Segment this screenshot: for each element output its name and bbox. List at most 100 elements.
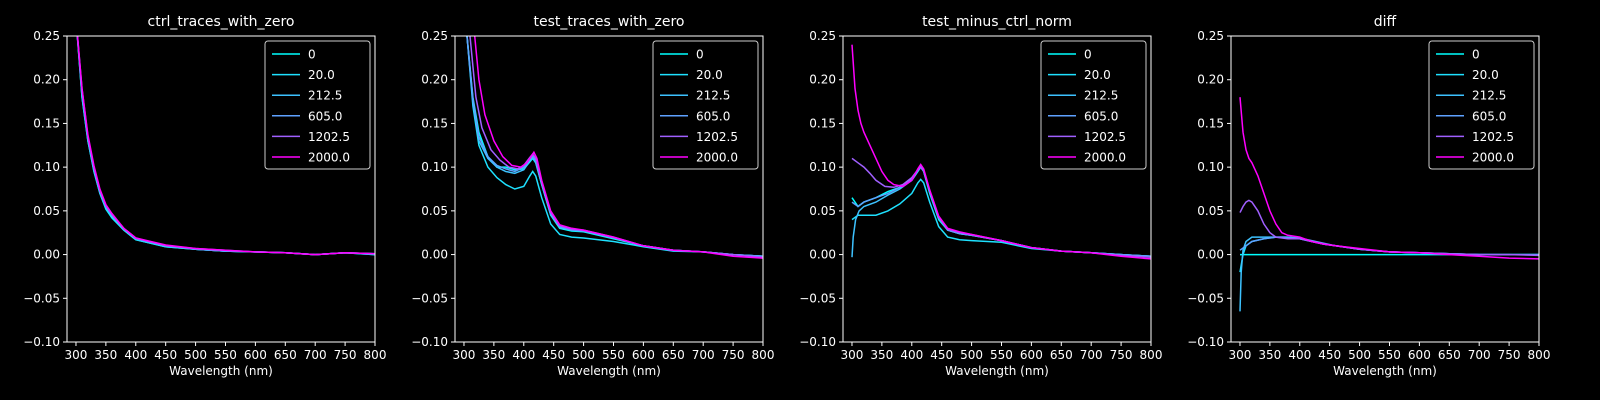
x-tick-label: 550: [602, 348, 625, 362]
x-tick-label: 300: [65, 348, 88, 362]
axes-frame: [66, 35, 376, 343]
x-tick-label: 700: [692, 348, 715, 362]
x-tick-label: 500: [572, 348, 595, 362]
series-line-2000.0: [473, 36, 763, 259]
legend-label: 605.0: [696, 109, 730, 123]
x-tick-label: 300: [1229, 348, 1252, 362]
x-tick-label: 600: [1408, 348, 1431, 362]
y-tick-label: 0.15: [1197, 116, 1224, 130]
chart-panel-3: 300 350 400 450 500 550 600 650 700 750 800 −0.10 −0…: [799, 14, 1162, 378]
series-line-20.0: [466, 36, 763, 258]
x-tick-label: 400: [124, 348, 147, 362]
legend-label: 20.0: [308, 68, 335, 82]
legend-label: 0: [308, 48, 316, 62]
x-tick-label: 700: [1080, 348, 1103, 362]
x-tick-label: 700: [1468, 348, 1491, 362]
y-tick-label: −0.10: [1187, 335, 1224, 349]
x-tick-label: 800: [364, 348, 387, 362]
x-tick-label: 350: [870, 348, 893, 362]
legend-label: 1202.5: [308, 130, 350, 144]
x-tick-label: 350: [1258, 348, 1281, 362]
legend-label: 212.5: [1084, 89, 1118, 103]
legend-label: 212.5: [308, 89, 342, 103]
y-tick-label: 0.10: [809, 160, 836, 174]
x-tick-label: 700: [304, 348, 327, 362]
legend-label: 2000.0: [696, 151, 738, 165]
y-tick-label: −0.05: [1187, 291, 1224, 305]
x-axis-label: Wavelength (nm): [557, 364, 661, 378]
y-tick-label: 0.25: [809, 29, 836, 43]
x-tick-label: 400: [900, 348, 923, 362]
series-group: [76, 36, 375, 256]
series-line-2000.0: [1239, 97, 1539, 260]
chart-title: diff: [1374, 14, 1397, 30]
y-tick-label: 0.10: [1197, 160, 1224, 174]
x-tick-label: 800: [1140, 348, 1163, 362]
x-tick-label: 450: [542, 348, 565, 362]
x-tick-label: 650: [1438, 348, 1461, 362]
series-line-2000.0: [76, 36, 375, 256]
x-tick-label: 450: [930, 348, 953, 362]
legend-label: 2000.0: [308, 151, 350, 165]
y-tick-label: −0.10: [23, 335, 60, 349]
y-tick-label: −0.05: [411, 291, 448, 305]
x-tick-label: 550: [990, 348, 1013, 362]
x-tick-label: 450: [154, 348, 177, 362]
series-group: [1239, 97, 1539, 312]
y-tick-label: −0.10: [411, 335, 448, 349]
x-tick-label: 750: [1110, 348, 1133, 362]
y-tick-label: 0.00: [421, 248, 448, 262]
x-tick-label: 650: [662, 348, 685, 362]
x-tick-label: 650: [274, 348, 297, 362]
series-group: [851, 44, 1151, 260]
legend-label: 2000.0: [1472, 151, 1514, 165]
x-tick-label: 350: [482, 348, 505, 362]
axes-frame: [1230, 35, 1540, 343]
chart-title: test_minus_ctrl_norm: [922, 14, 1072, 30]
series-line-1202.5: [1239, 199, 1539, 257]
x-tick-label: 500: [1348, 348, 1371, 362]
x-tick-label: 750: [722, 348, 745, 362]
y-tick-label: 0.05: [33, 204, 60, 218]
y-tick-label: −0.10: [799, 335, 836, 349]
y-tick-label: 0.05: [809, 204, 836, 218]
legend-label: 0: [696, 48, 704, 62]
x-axis-label: Wavelength (nm): [1333, 364, 1437, 378]
y-tick-label: −0.05: [23, 291, 60, 305]
x-tick-label: 650: [1050, 348, 1073, 362]
series-line-212.5: [851, 165, 1151, 258]
y-tick-label: 0.05: [421, 204, 448, 218]
legend-label: 2000.0: [1084, 151, 1126, 165]
y-tick-label: 0.20: [1197, 73, 1224, 87]
x-tick-label: 550: [1378, 348, 1401, 362]
y-tick-label: 0.05: [1197, 204, 1224, 218]
x-tick-label: 300: [453, 348, 476, 362]
legend-label: 20.0: [1084, 68, 1111, 82]
x-tick-label: 750: [1498, 348, 1521, 362]
x-tick-label: 500: [960, 348, 983, 362]
legend-label: 605.0: [1084, 109, 1118, 123]
x-tick-label: 800: [1528, 348, 1551, 362]
y-tick-label: 0.25: [421, 29, 448, 43]
legend-label: 605.0: [1472, 109, 1506, 123]
chart-panel-1: 300 350 400 450 500 550 600 650 700 750 800 −0.10 −0…: [23, 14, 386, 378]
series-group: [466, 36, 763, 259]
legend: 0 20.0 212.5 605.0 1202.5 2000.0: [652, 40, 759, 170]
y-tick-label: 0.00: [33, 248, 60, 262]
x-tick-label: 350: [94, 348, 117, 362]
y-tick-label: 0.10: [421, 160, 448, 174]
x-tick-label: 750: [334, 348, 357, 362]
legend-label: 0: [1472, 48, 1480, 62]
y-tick-label: 0.00: [809, 248, 836, 262]
legend-label: 212.5: [1472, 89, 1506, 103]
y-tick-label: 0.20: [421, 73, 448, 87]
y-tick-label: 0.10: [33, 160, 60, 174]
legend-label: 0: [1084, 48, 1092, 62]
legend-label: 1202.5: [1472, 130, 1514, 144]
series-line-2000.0: [851, 44, 1151, 260]
y-tick-label: 0.20: [33, 73, 60, 87]
chart-panel-2: 300 350 400 450 500 550 600 650 700 750 800 −0.10 −0…: [411, 14, 774, 378]
y-tick-label: 0.20: [809, 73, 836, 87]
y-tick-label: 0.15: [809, 116, 836, 130]
legend-label: 1202.5: [1084, 130, 1126, 144]
